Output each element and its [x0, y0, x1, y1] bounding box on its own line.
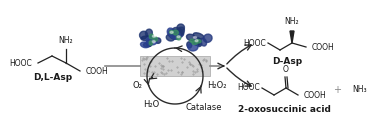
Ellipse shape: [194, 36, 197, 39]
Ellipse shape: [152, 41, 155, 43]
Ellipse shape: [149, 34, 153, 39]
Ellipse shape: [173, 27, 184, 36]
Text: COOH: COOH: [304, 91, 327, 99]
Ellipse shape: [177, 36, 181, 40]
Text: O: O: [283, 65, 289, 74]
Text: D-Asp: D-Asp: [272, 56, 302, 66]
Text: Catalase: Catalase: [186, 103, 222, 112]
Ellipse shape: [195, 40, 198, 42]
Ellipse shape: [141, 42, 149, 48]
Text: NH₂: NH₂: [59, 36, 73, 45]
Ellipse shape: [153, 37, 158, 41]
Ellipse shape: [152, 35, 155, 37]
Ellipse shape: [188, 43, 198, 51]
Ellipse shape: [167, 28, 175, 37]
Text: H₂O: H₂O: [143, 100, 159, 109]
Ellipse shape: [146, 37, 157, 45]
Ellipse shape: [169, 30, 173, 34]
Ellipse shape: [200, 38, 206, 46]
Ellipse shape: [177, 31, 183, 37]
Text: COOH: COOH: [86, 67, 109, 76]
Ellipse shape: [178, 27, 184, 35]
Ellipse shape: [186, 34, 196, 41]
Ellipse shape: [187, 42, 192, 48]
Ellipse shape: [141, 36, 152, 41]
Ellipse shape: [170, 31, 173, 33]
Ellipse shape: [192, 41, 198, 44]
Text: HOOC: HOOC: [237, 83, 260, 92]
Ellipse shape: [190, 39, 194, 42]
Ellipse shape: [166, 34, 175, 41]
Ellipse shape: [139, 31, 147, 39]
Ellipse shape: [170, 30, 181, 39]
Text: H₂O₂: H₂O₂: [207, 81, 227, 90]
Text: 2-oxosuccinic acid: 2-oxosuccinic acid: [237, 105, 330, 115]
Ellipse shape: [173, 30, 178, 35]
Text: HOOC: HOOC: [9, 59, 32, 67]
Ellipse shape: [146, 29, 152, 37]
Ellipse shape: [177, 36, 180, 38]
Ellipse shape: [143, 43, 151, 47]
Ellipse shape: [193, 33, 204, 39]
Ellipse shape: [146, 40, 152, 47]
Ellipse shape: [149, 41, 152, 45]
Bar: [140, 56, 210, 76]
Text: D,L-Asp: D,L-Asp: [33, 74, 73, 83]
Text: NH₂: NH₂: [285, 17, 299, 26]
Polygon shape: [290, 31, 294, 43]
Text: O₂: O₂: [133, 81, 143, 90]
Ellipse shape: [196, 39, 201, 43]
Ellipse shape: [177, 24, 184, 31]
Ellipse shape: [193, 38, 201, 45]
Ellipse shape: [155, 38, 161, 43]
Ellipse shape: [197, 41, 202, 47]
Text: NH₃: NH₃: [352, 86, 367, 95]
Text: HOOC: HOOC: [243, 39, 266, 47]
Ellipse shape: [203, 34, 212, 42]
Text: COOH: COOH: [312, 43, 335, 52]
Ellipse shape: [169, 30, 180, 39]
Text: +: +: [333, 85, 341, 95]
